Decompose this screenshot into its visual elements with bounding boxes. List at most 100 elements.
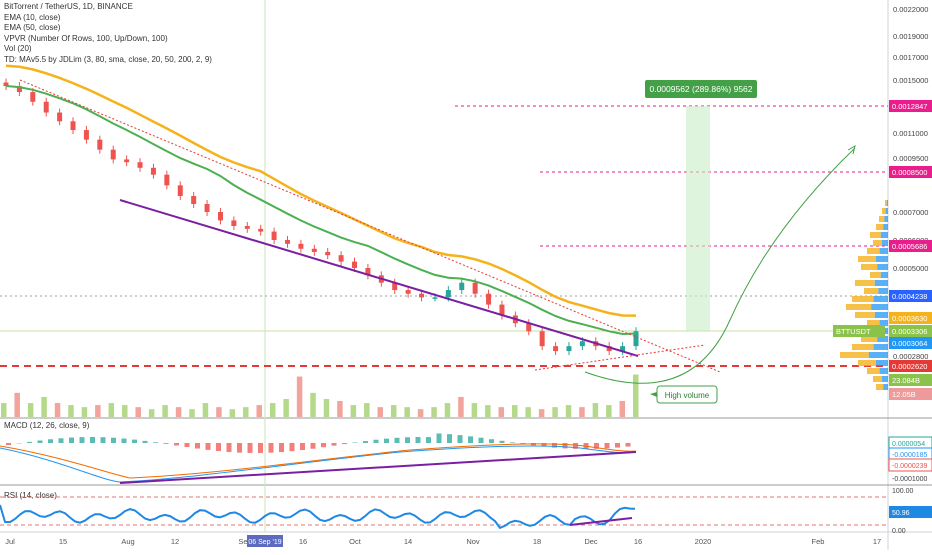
- macd-histogram-bar: [216, 443, 221, 451]
- price-badge-text: 0.0004238: [892, 292, 927, 301]
- macd-histogram-bar: [311, 443, 316, 449]
- rsi-label: RSI (14, close): [4, 491, 57, 500]
- vpvr-up-bar: [867, 248, 880, 254]
- volume-bar: [458, 397, 464, 417]
- macd-histogram-bar: [258, 443, 263, 453]
- price-badge-text: 0.0003064: [892, 339, 927, 348]
- volume-bar: [243, 407, 249, 417]
- ema10-label[interactable]: EMA (10, close): [4, 13, 212, 24]
- volume-bar: [418, 409, 424, 417]
- price-axis-tick: 0.0022000: [893, 5, 928, 14]
- volume-bar: [579, 407, 585, 417]
- candle-body: [164, 175, 169, 186]
- macd-histogram-bar: [122, 439, 127, 443]
- candle-body: [44, 102, 49, 113]
- macd-histogram-bar: [426, 437, 431, 443]
- price-badge-text: 0.0012847: [892, 102, 927, 111]
- vpvr-up-bar: [876, 384, 883, 390]
- volume-bar: [378, 407, 384, 417]
- vpvr-up-bar: [882, 208, 886, 214]
- vpvr-down-bar: [881, 272, 888, 278]
- macd-histogram-bar: [342, 443, 347, 444]
- vpvr-label[interactable]: VPVR (Number Of Rows, 100, Up/Down, 100): [4, 34, 212, 45]
- candle-body: [138, 162, 143, 168]
- vpvr-down-bar: [880, 368, 888, 374]
- volume-bar: [525, 407, 531, 417]
- macd-histogram-bar: [626, 443, 631, 447]
- vpvr-down-bar: [883, 384, 888, 390]
- rsi-axis-tick: 50.96: [892, 510, 910, 517]
- candle-body: [111, 150, 116, 160]
- time-axis-tick: 18: [533, 537, 541, 546]
- candle-body: [473, 283, 478, 294]
- candle-body: [84, 130, 89, 140]
- volume-bar: [337, 401, 343, 417]
- macd-histogram-bar: [90, 437, 95, 443]
- vpvr-down-bar: [883, 224, 888, 230]
- volume-bar: [404, 407, 410, 417]
- vpvr-up-bar: [840, 352, 869, 358]
- candle-body: [218, 212, 223, 220]
- candle-body: [231, 220, 236, 226]
- candle-body: [272, 232, 277, 240]
- candle-body: [71, 121, 76, 130]
- vpvr-down-bar: [881, 232, 888, 238]
- ema10-line: [6, 86, 636, 334]
- descending-support-line: [120, 200, 638, 356]
- macd-histogram-bar: [195, 443, 200, 449]
- candle-body: [178, 185, 183, 196]
- vpvr-down-bar: [875, 280, 888, 286]
- vpvr-down-bar: [876, 360, 888, 366]
- volume-bar: [82, 407, 88, 417]
- candle-body: [339, 255, 344, 261]
- vpvr-down-bar: [884, 216, 888, 222]
- macd-histogram-bar: [174, 443, 179, 445]
- macd-histogram-bar: [248, 443, 253, 453]
- volume-bar: [512, 405, 518, 417]
- vpvr-up-bar: [852, 296, 874, 302]
- macd-histogram-bar: [332, 443, 337, 446]
- td-label[interactable]: TD: MAv5.5 by JDLim (3, 80, sma, close, …: [4, 55, 212, 66]
- macd-axis-tick: -0.0001000: [892, 476, 928, 483]
- candle-body: [258, 229, 263, 232]
- candle-body: [205, 204, 210, 212]
- volume-bar: [499, 407, 505, 417]
- price-axis-tick: 0.0002800: [893, 352, 928, 361]
- macd-histogram-bar: [80, 437, 85, 443]
- volume-bar: [109, 403, 115, 417]
- candle-body: [580, 341, 585, 346]
- vpvr-up-bar: [855, 312, 875, 318]
- candle-body: [312, 249, 317, 252]
- price-axis-tick: 0.0009500: [893, 154, 928, 163]
- volume-bar: [256, 405, 262, 417]
- volume-bar: [135, 407, 141, 417]
- volume-bar: [230, 409, 236, 417]
- projection-curve: [585, 148, 855, 383]
- volume-bar: [55, 403, 61, 417]
- vol-label[interactable]: Vol (20): [4, 44, 212, 55]
- time-cursor-label: 06 Sep '19: [248, 539, 281, 546]
- macd-histogram-bar: [563, 443, 568, 448]
- volume-bar: [189, 409, 195, 417]
- ema50-label[interactable]: EMA (50, close): [4, 23, 212, 34]
- volume-bar: [445, 403, 451, 417]
- symbol-title[interactable]: BitTorrent / TetherUS, 1D, BINANCE: [4, 2, 212, 13]
- vpvr-up-bar: [879, 216, 884, 222]
- rsi-line: [0, 505, 635, 528]
- macd-histogram-bar: [279, 443, 284, 452]
- volume-bar: [1, 403, 7, 417]
- price-badge-text: 0.0002620: [892, 362, 927, 371]
- macd-histogram-bar: [510, 442, 515, 443]
- projection-arrowhead: [848, 146, 855, 154]
- vpvr-up-bar: [861, 264, 877, 270]
- candle-body: [285, 240, 290, 244]
- candle-body: [553, 346, 558, 351]
- candle-body: [446, 290, 451, 297]
- volume-bar: [203, 403, 209, 417]
- macd-histogram-bar: [185, 443, 190, 447]
- volume-bar: [297, 377, 303, 417]
- high-volume-callout-pointer: [650, 392, 657, 397]
- macd-axis-tick: -0.0000239: [892, 463, 928, 470]
